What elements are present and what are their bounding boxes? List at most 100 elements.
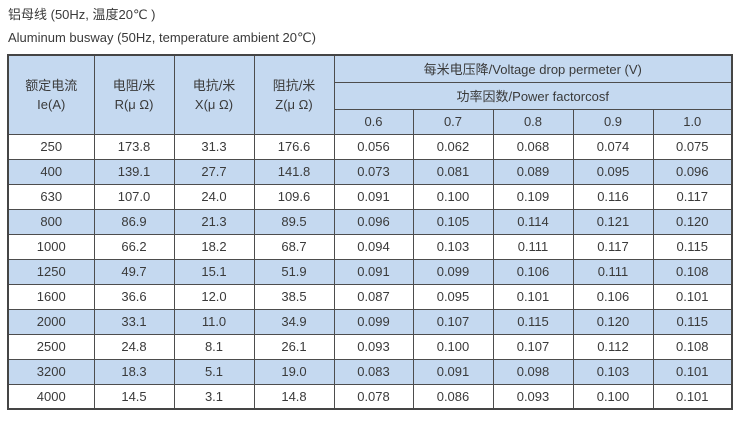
table-cell: 38.5	[253, 283, 335, 310]
table-cell: 19.0	[253, 358, 335, 385]
table-row: 1000 66.2 18.2 68.7 0.094 0.103 0.111 0.117 0.11…	[7, 233, 733, 260]
table-cell: 0.107	[492, 333, 574, 360]
power-factor-col-header: 0.9	[572, 108, 654, 135]
table-cell: 139.1	[93, 158, 175, 185]
table-cell: 51.9	[253, 258, 335, 285]
table-cell: 34.9	[253, 308, 335, 335]
table-cell: 36.6	[93, 283, 175, 310]
table-cell: 89.5	[253, 208, 335, 235]
table-cell: 0.106	[572, 283, 654, 310]
voltage-drop-group-header: 每米电压降/Voltage drop permeter (V)	[333, 54, 733, 83]
table-cell: 0.115	[492, 308, 574, 335]
page-header: 铝母线 (50Hz, 温度20℃ ) Aluminum busway (50Hz…	[0, 0, 739, 46]
table-cell: 0.103	[412, 233, 494, 260]
table-cell: 630	[7, 183, 95, 210]
col-header-resistance-zh: 电阻/米	[112, 77, 156, 93]
power-factor-group-header: 功率因数/Power factorcosf	[333, 81, 733, 110]
table-cell: 1000	[7, 233, 95, 260]
table-cell: 18.3	[93, 358, 175, 385]
table-cell: 0.116	[572, 183, 654, 210]
table-cell: 0.094	[333, 233, 414, 260]
table-cell: 250	[7, 133, 95, 160]
page-title-en: Aluminum busway (50Hz, temperature ambie…	[8, 30, 316, 45]
col-header-impedance-en: Z(μ Ω)	[275, 96, 313, 112]
table-cell: 12.0	[173, 283, 255, 310]
page-title-zh: 铝母线 (50Hz, 温度20℃ )	[8, 7, 156, 22]
table-row: 3200 18.3 5.1 19.0 0.083 0.091 0.098 0.103 0.101	[7, 358, 733, 385]
table-cell: 14.5	[93, 383, 175, 410]
table-cell: 18.2	[173, 233, 255, 260]
table-cell: 0.086	[412, 383, 494, 410]
table-cell: 0.087	[333, 283, 414, 310]
table-cell: 0.074	[572, 133, 654, 160]
power-factor-col-header: 0.6	[333, 108, 414, 135]
table-cell: 0.078	[333, 383, 414, 410]
table-cell: 0.107	[412, 308, 494, 335]
table-cell: 0.089	[492, 158, 574, 185]
table-cell: 26.1	[253, 333, 335, 360]
table-cell: 11.0	[173, 308, 255, 335]
table-cell: 0.093	[492, 383, 574, 410]
table-cell: 141.8	[253, 158, 335, 185]
col-header-rated-current-en: Ie(A)	[37, 96, 66, 112]
power-factor-col-header: 1.0	[652, 108, 733, 135]
table-cell: 21.3	[173, 208, 255, 235]
table-cell: 8.1	[173, 333, 255, 360]
table-cell: 0.103	[572, 358, 654, 385]
table-cell: 33.1	[93, 308, 175, 335]
table-cell: 0.121	[572, 208, 654, 235]
table-cell: 0.099	[333, 308, 414, 335]
table-cell: 27.7	[173, 158, 255, 185]
table-cell: 0.096	[333, 208, 414, 235]
table-cell: 176.6	[253, 133, 335, 160]
table-cell: 0.101	[652, 283, 733, 310]
table-cell: 107.0	[93, 183, 175, 210]
col-header-reactance-zh: 电抗/米	[192, 77, 236, 93]
table-cell: 800	[7, 208, 95, 235]
table-cell: 0.098	[492, 358, 574, 385]
col-header-resistance: 电阻/米 R(μ Ω)	[93, 54, 175, 135]
table-cell: 5.1	[173, 358, 255, 385]
table-cell: 0.115	[652, 308, 733, 335]
table-cell: 86.9	[93, 208, 175, 235]
table-cell: 0.056	[333, 133, 414, 160]
table-cell: 68.7	[253, 233, 335, 260]
table-cell: 0.101	[492, 283, 574, 310]
table-cell: 0.073	[333, 158, 414, 185]
table-row: 800 86.9 21.3 89.5 0.096 0.105 0.114 0.121 0.120	[7, 208, 733, 235]
col-header-resistance-en: R(μ Ω)	[114, 96, 154, 112]
table-row: 4000 14.5 3.1 14.8 0.078 0.086 0.093 0.100 0.101	[7, 383, 733, 410]
table-cell: 0.062	[412, 133, 494, 160]
table-cell: 400	[7, 158, 95, 185]
table-cell: 0.100	[572, 383, 654, 410]
table-cell: 0.100	[412, 183, 494, 210]
table-body: 250 173.8 31.3 176.6 0.056 0.062 0.068 0.074 0.0…	[7, 133, 733, 410]
table-cell: 0.108	[652, 333, 733, 360]
table-cell: 24.0	[173, 183, 255, 210]
table-cell: 0.101	[652, 383, 733, 410]
table-cell: 0.117	[652, 183, 733, 210]
header-row-1: 额定电流 Ie(A) 电阻/米 R(μ Ω) 电抗/米 X(μ Ω) 阻抗/米 …	[7, 54, 733, 135]
table-cell: 0.083	[333, 358, 414, 385]
table-cell: 2500	[7, 333, 95, 360]
table-cell: 0.091	[412, 358, 494, 385]
table-cell: 0.101	[652, 358, 733, 385]
table-cell: 109.6	[253, 183, 335, 210]
header-row-3: 0.6 0.7 0.8 0.9 1.0	[8, 108, 733, 135]
table-cell: 1600	[7, 283, 95, 310]
table-cell: 3.1	[173, 383, 255, 410]
table-cell: 0.109	[492, 183, 574, 210]
table-row: 400 139.1 27.7 141.8 0.073 0.081 0.089 0.095 0.0…	[7, 158, 733, 185]
table-row: 2000 33.1 11.0 34.9 0.099 0.107 0.115 0.120 0.11…	[7, 308, 733, 335]
table-cell: 0.093	[333, 333, 414, 360]
table-cell: 49.7	[93, 258, 175, 285]
col-header-reactance-en: X(μ Ω)	[194, 96, 234, 112]
table-cell: 0.095	[572, 158, 654, 185]
col-header-impedance-zh: 阻抗/米	[272, 77, 316, 93]
table-cell: 0.115	[652, 233, 733, 260]
table-cell: 0.112	[572, 333, 654, 360]
table-cell: 3200	[7, 358, 95, 385]
busway-spec-table: 额定电流 Ie(A) 电阻/米 R(μ Ω) 电抗/米 X(μ Ω) 阻抗/米 …	[7, 54, 734, 410]
table-row: 1600 36.6 12.0 38.5 0.087 0.095 0.101 0.106 0.10…	[7, 283, 733, 310]
table-cell: 0.081	[412, 158, 494, 185]
